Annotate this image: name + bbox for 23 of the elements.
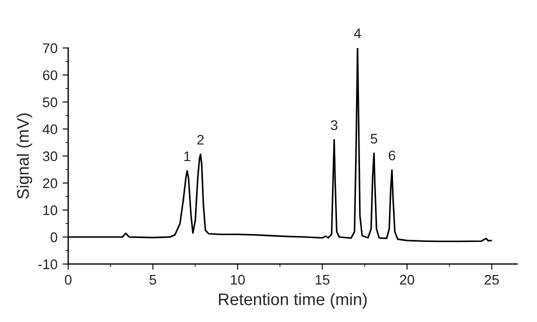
annotation: 6 <box>388 150 396 160</box>
x-tick-label: 0 <box>64 274 72 285</box>
x-tick-label: 25 <box>484 274 499 285</box>
x-axis-title: Retention time (min) <box>219 292 367 308</box>
y-tick-label: 30 <box>42 151 58 162</box>
annotation: 2 <box>197 134 204 145</box>
annotation: 5 <box>370 134 378 144</box>
annotation: 3 <box>330 120 338 130</box>
y-tick-label: 20 <box>43 178 58 188</box>
y-tick-label: -10 <box>38 259 58 270</box>
y-tick-label: 0 <box>50 232 58 242</box>
annotation: 4 <box>354 28 362 38</box>
x-tick-label: 20 <box>400 274 414 285</box>
y-tick-label: 50 <box>42 97 58 108</box>
y-tick-label: 40 <box>42 124 58 134</box>
y-tick-label: 70 <box>43 43 58 54</box>
y-axis-title: Signal (mV) <box>16 114 32 199</box>
annotation: 1 <box>184 151 190 162</box>
y-tick-label: 60 <box>43 70 58 80</box>
x-tick-label: 10 <box>230 274 245 285</box>
x-tick-label: 15 <box>316 274 330 285</box>
x-tick-label: 5 <box>150 274 156 285</box>
y-tick-label: 10 <box>43 205 58 216</box>
